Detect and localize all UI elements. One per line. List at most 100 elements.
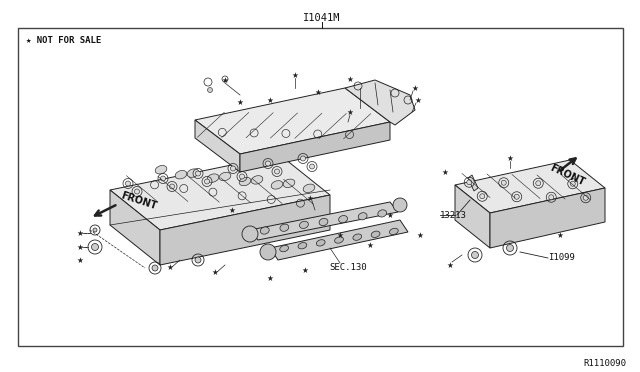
- Ellipse shape: [339, 215, 348, 223]
- Polygon shape: [195, 120, 240, 172]
- Ellipse shape: [260, 227, 269, 234]
- Ellipse shape: [319, 218, 328, 225]
- Polygon shape: [455, 185, 490, 248]
- Text: FRONT: FRONT: [548, 163, 586, 187]
- Ellipse shape: [187, 169, 199, 177]
- Polygon shape: [270, 220, 408, 260]
- Polygon shape: [160, 195, 330, 265]
- Ellipse shape: [353, 234, 362, 240]
- Text: ★: ★: [387, 211, 394, 219]
- Text: ★ NOT FOR SALE: ★ NOT FOR SALE: [26, 35, 101, 45]
- Circle shape: [472, 251, 479, 259]
- Text: ★: ★: [301, 266, 308, 275]
- Circle shape: [161, 176, 166, 181]
- Ellipse shape: [283, 179, 295, 187]
- Text: ★: ★: [212, 267, 218, 276]
- Text: ★: ★: [166, 263, 173, 272]
- Text: ★: ★: [77, 228, 83, 237]
- Text: ★: ★: [347, 74, 353, 83]
- Polygon shape: [455, 160, 605, 213]
- Ellipse shape: [251, 176, 263, 184]
- Text: SEC.130: SEC.130: [329, 263, 367, 273]
- Text: ★: ★: [307, 193, 314, 202]
- Circle shape: [301, 156, 305, 161]
- Ellipse shape: [280, 246, 289, 252]
- Text: ★: ★: [367, 241, 373, 250]
- Text: ★: ★: [507, 154, 513, 163]
- Circle shape: [170, 184, 175, 189]
- Ellipse shape: [303, 184, 315, 193]
- Text: 13213: 13213: [440, 211, 467, 219]
- Circle shape: [230, 166, 236, 171]
- Ellipse shape: [358, 213, 367, 220]
- Text: R1110090: R1110090: [583, 359, 626, 369]
- Text: I1099: I1099: [548, 253, 575, 263]
- Polygon shape: [468, 175, 478, 191]
- Circle shape: [195, 171, 200, 176]
- Circle shape: [205, 179, 209, 184]
- Circle shape: [207, 87, 212, 93]
- Text: ★: ★: [442, 167, 449, 176]
- Ellipse shape: [271, 181, 283, 189]
- Ellipse shape: [300, 221, 308, 228]
- Circle shape: [266, 161, 271, 166]
- Circle shape: [501, 180, 506, 185]
- Text: ★: ★: [292, 71, 298, 80]
- Polygon shape: [240, 122, 390, 172]
- Ellipse shape: [219, 172, 231, 181]
- Circle shape: [239, 174, 244, 179]
- Circle shape: [570, 181, 575, 186]
- Text: ★: ★: [77, 256, 83, 264]
- Ellipse shape: [371, 231, 380, 237]
- Circle shape: [548, 195, 554, 200]
- Text: FRONT: FRONT: [120, 190, 159, 212]
- Ellipse shape: [298, 243, 307, 249]
- Ellipse shape: [155, 166, 167, 174]
- Circle shape: [195, 257, 201, 263]
- Circle shape: [134, 189, 140, 194]
- Text: ★: ★: [347, 108, 353, 116]
- Circle shape: [583, 195, 588, 200]
- Ellipse shape: [280, 224, 289, 231]
- Ellipse shape: [207, 174, 219, 182]
- Polygon shape: [250, 202, 398, 240]
- Text: ★: ★: [557, 231, 563, 240]
- Circle shape: [275, 169, 280, 174]
- Circle shape: [467, 180, 472, 185]
- Text: ★: ★: [315, 87, 321, 96]
- Text: ★: ★: [237, 97, 243, 106]
- Text: ★: ★: [267, 273, 273, 282]
- Circle shape: [515, 194, 519, 199]
- Text: ★: ★: [221, 76, 228, 84]
- Polygon shape: [110, 190, 160, 265]
- Circle shape: [480, 194, 484, 199]
- Text: ★: ★: [337, 231, 344, 240]
- Circle shape: [152, 265, 158, 271]
- Ellipse shape: [316, 240, 325, 246]
- Ellipse shape: [390, 228, 398, 235]
- Text: ★: ★: [77, 243, 83, 251]
- Ellipse shape: [175, 170, 187, 179]
- Text: I1041M: I1041M: [303, 13, 340, 23]
- Polygon shape: [490, 188, 605, 248]
- Text: ★: ★: [447, 260, 453, 269]
- Text: ★: ★: [415, 96, 421, 105]
- Circle shape: [260, 244, 276, 260]
- Ellipse shape: [378, 210, 387, 217]
- Circle shape: [92, 244, 99, 250]
- Circle shape: [242, 226, 258, 242]
- Text: ★: ★: [417, 231, 424, 240]
- Text: ★: ★: [228, 205, 236, 215]
- Ellipse shape: [239, 177, 251, 186]
- Circle shape: [506, 244, 513, 251]
- Polygon shape: [345, 80, 415, 125]
- Circle shape: [93, 228, 97, 232]
- Circle shape: [536, 181, 541, 186]
- Polygon shape: [110, 155, 330, 230]
- Ellipse shape: [335, 237, 344, 243]
- Polygon shape: [195, 88, 390, 154]
- Circle shape: [310, 164, 314, 169]
- Circle shape: [393, 198, 407, 212]
- Text: ★: ★: [267, 96, 273, 105]
- Text: ★: ★: [412, 83, 419, 93]
